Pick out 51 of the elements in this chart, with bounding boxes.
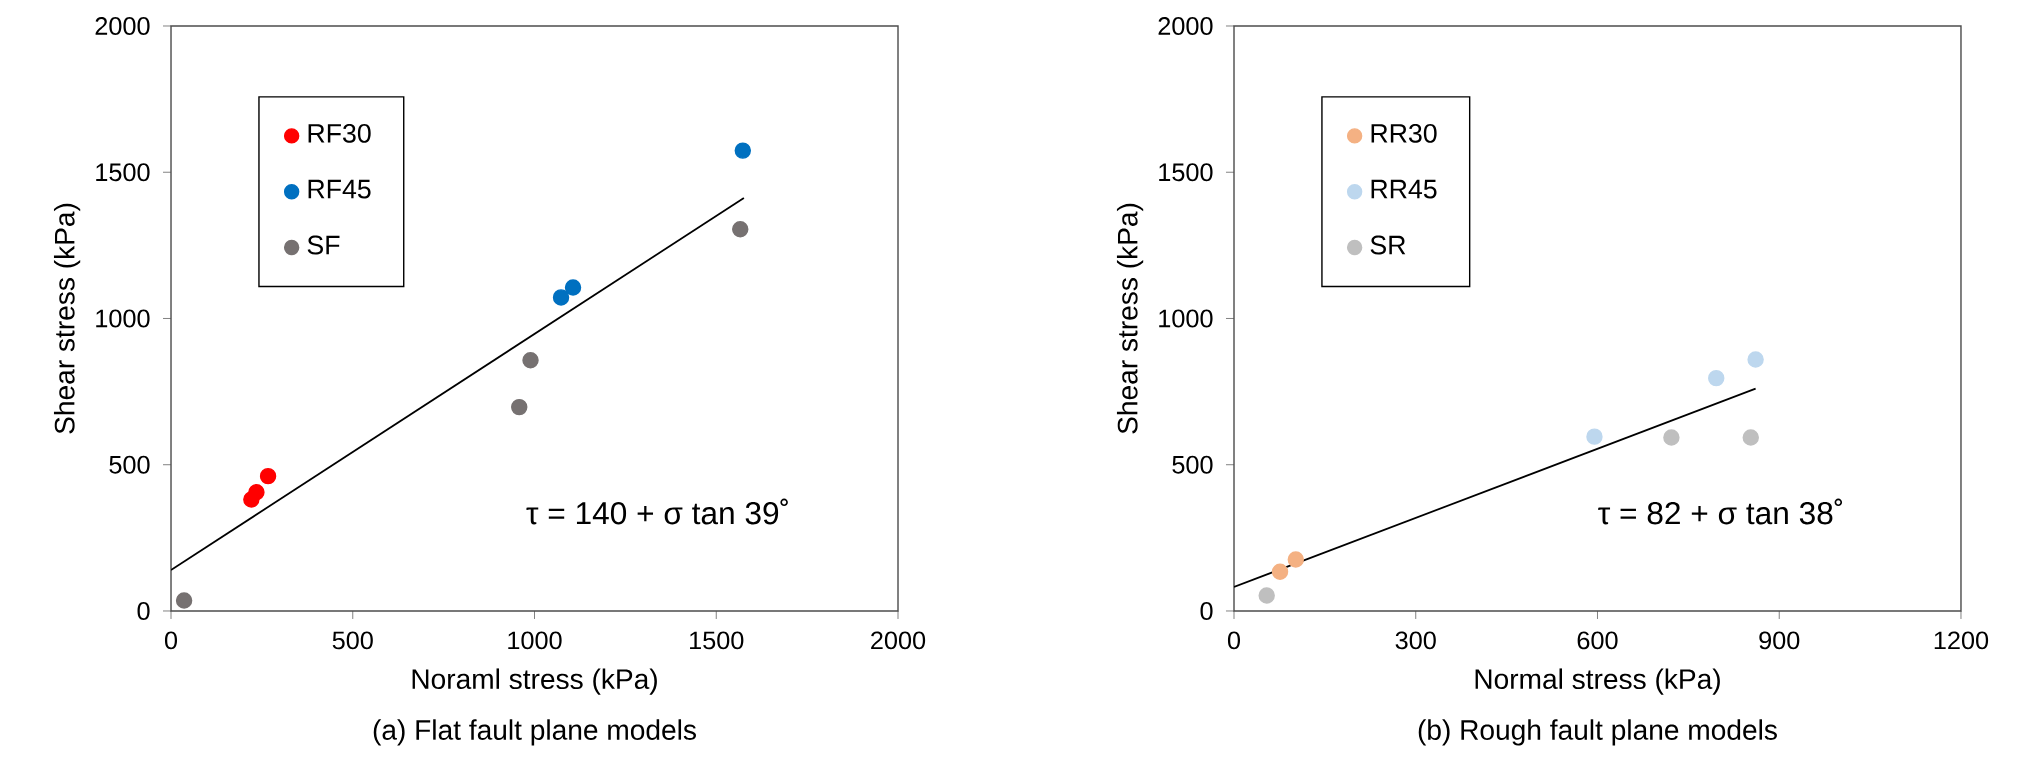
legend-label: RR30	[1371, 123, 1437, 143]
point	[1708, 369, 1725, 387]
point	[1747, 351, 1764, 368]
x-tick-label: 1500	[690, 631, 744, 650]
y-tick-label: 500	[109, 455, 150, 474]
point	[259, 467, 277, 485]
x-axis-title: Noraml stress (kPa)	[412, 668, 657, 695]
point	[511, 398, 528, 416]
point	[248, 484, 265, 501]
point	[732, 221, 749, 238]
point	[1271, 563, 1289, 581]
y-axis-title: Shear stress (kPa)	[1116, 203, 1144, 434]
x-tick-label: 1000	[508, 631, 562, 650]
point	[175, 592, 193, 609]
annotation: τ = 140 + σ tan 39˚	[526, 498, 788, 525]
point	[1663, 429, 1680, 446]
text: (a) Flat fault plane models	[373, 719, 696, 746]
x-tick-label: 600	[1577, 631, 1618, 650]
text: (b) Rough fault plane models	[1418, 719, 1777, 746]
x-tick-label: 0	[1227, 631, 1241, 650]
point	[734, 142, 752, 159]
point	[552, 289, 570, 306]
legend-label: RR45	[1371, 179, 1437, 199]
legend-label: SF	[307, 235, 340, 255]
y-tick-label: 0	[137, 602, 150, 620]
y-axis-title: Shear stress (kPa)	[53, 203, 81, 434]
x-axis-title: Normal stress (kPa)	[1475, 668, 1720, 695]
point	[522, 352, 539, 369]
point	[1586, 428, 1603, 445]
x-tick-label: 1200	[1934, 631, 1989, 650]
x-tick-label: 0	[164, 631, 178, 650]
legend-label: SR	[1370, 235, 1406, 255]
legend-label: RF30	[308, 123, 371, 143]
x-tick-label: 2000	[871, 631, 926, 650]
point	[564, 279, 582, 296]
point	[1287, 551, 1304, 568]
y-tick-label: 500	[1172, 455, 1213, 474]
y-tick-label: 2000	[1158, 17, 1213, 35]
x-tick-label: 300	[1395, 631, 1436, 650]
point	[1258, 587, 1275, 604]
x-tick-label: 500	[332, 631, 373, 650]
y-tick-label: 0	[1200, 602, 1213, 620]
point	[1742, 429, 1759, 446]
annotation: τ = 82 + σ tan 38˚	[1598, 498, 1843, 525]
y-tick-label: 1500	[96, 163, 150, 182]
legend-label: RF45	[308, 179, 371, 199]
y-tick-label: 1000	[1159, 309, 1213, 328]
y-tick-label: 1000	[96, 309, 150, 328]
y-tick-label: 1500	[1159, 163, 1213, 182]
x-tick-label: 900	[1759, 631, 1800, 650]
y-tick-label: 2000	[95, 17, 150, 35]
